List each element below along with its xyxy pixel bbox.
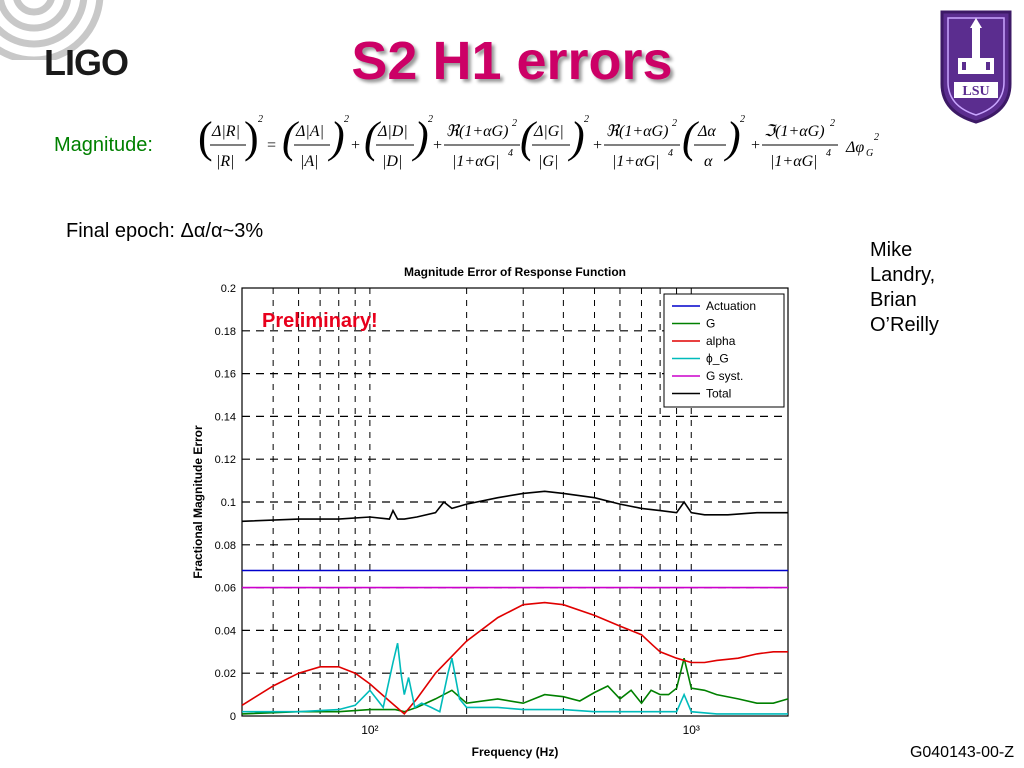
svg-text:2: 2 [258,114,263,125]
svg-text:(: ( [682,113,699,162]
y-tick-label: 0.08 [215,540,236,552]
svg-text:ℑ(1+αG): ℑ(1+αG) [764,123,825,140]
svg-text:2: 2 [874,132,879,143]
svg-text:Δ|D|: Δ|D| [377,123,408,140]
svg-text:Δ|G|: Δ|G| [533,123,564,140]
author-line: O’Reilly [870,314,939,336]
series-line [241,490,788,523]
y-tick-label: 0.04 [215,625,236,637]
x-tick-label: 10³ [683,723,700,737]
svg-text:+: + [592,137,603,154]
author-line: Brian [870,289,917,311]
x-tick-label: 10² [361,723,378,737]
svg-text:α: α [704,153,713,170]
svg-text:G: G [866,148,873,159]
svg-text:2: 2 [740,114,745,125]
final-epoch-note: Final epoch: Δα/α~3% [66,220,264,242]
legend-entry: alpha [706,334,736,348]
svg-text:+: + [350,137,361,154]
document-id: G040143-00-Z [909,744,1014,761]
svg-text:): ) [723,113,741,162]
svg-text:): ) [411,113,429,162]
svg-text:): ) [567,113,585,162]
y-tick-label: 0.2 [221,283,236,295]
legend-entry: Total [706,387,731,401]
svg-text:(: ( [282,113,299,162]
legend-entry: Actuation [706,299,756,313]
legend-entry: G syst. [706,369,743,383]
svg-text:(: ( [364,113,381,162]
svg-text:Δα: Δα [697,123,716,140]
svg-text:2: 2 [672,118,677,129]
svg-text:+: + [432,137,443,154]
x-axis-label: Frequency (Hz) [472,745,559,759]
svg-text:): ) [327,113,345,162]
svg-text:2: 2 [512,118,517,129]
y-tick-label: 0.02 [215,668,236,680]
y-tick-label: 0 [230,711,236,723]
y-tick-label: 0.14 [215,411,236,423]
swirl-decoration [0,0,104,60]
svg-text:|A|: |A| [300,153,319,170]
svg-text:|1+αG|: |1+αG| [612,153,660,170]
author-line: Mike [870,239,913,261]
svg-text:|D|: |D| [382,153,402,170]
svg-text:2: 2 [428,114,433,125]
svg-text:LSU: LSU [962,84,989,99]
svg-text:4: 4 [826,148,831,159]
error-propagation-formula: ( Δ|R| |R| ) 2 = ( Δ|A| |A| ) 2 + ( Δ|D|… [198,113,879,170]
svg-text:2: 2 [584,114,589,125]
chart-title: Magnitude Error of Response Function [404,265,626,279]
slide-title: S2 H1 errors [351,31,673,91]
svg-text:Δ|A|: Δ|A| [295,123,324,140]
svg-text:|R|: |R| [216,153,235,170]
y-tick-label: 0.18 [215,326,236,338]
svg-text:+: + [750,137,761,154]
svg-text:(: ( [520,113,537,162]
svg-text:|G|: |G| [538,153,558,170]
svg-text:2: 2 [344,114,349,125]
author-line: Landry, [870,264,936,286]
y-tick-label: 0.06 [215,583,236,595]
svg-text:4: 4 [668,148,673,159]
svg-text:): ) [244,113,259,162]
y-tick-label: 0.16 [215,369,236,381]
ligo-logo: LIGO [44,42,129,83]
svg-text:|1+αG|: |1+αG| [452,153,500,170]
svg-text:Δφ: Δφ [845,139,864,156]
y-tick-label: 0.1 [221,497,236,509]
svg-text:Δ|R|: Δ|R| [211,123,240,140]
svg-text:2: 2 [830,118,835,129]
svg-text:4: 4 [508,148,513,159]
svg-text:ℜ(1+αG): ℜ(1+αG) [606,123,668,140]
svg-text:=: = [266,137,277,154]
magnitude-label: Magnitude: [54,134,153,156]
magnitude-error-chart: 0 0.02 0.04 0.06 0.08 0.1 0.12 0.14 0.16 0.18 0.2 1… [191,265,789,759]
axes-frame [241,287,789,717]
legend-box [663,293,785,408]
legend-entry: ϕ_G [706,352,729,366]
series-line [242,643,788,715]
svg-text:(: ( [198,113,213,162]
y-axis-label: Fractional Magnitude Error [191,425,205,579]
authors: Mike Landry, Brian O’Reilly [870,238,939,338]
svg-text:ℜ(1+αG): ℜ(1+αG) [446,123,508,140]
legend-entry: G [706,317,715,331]
y-tick-label: 0.12 [215,454,236,466]
svg-text:|1+αG|: |1+αG| [770,153,818,170]
preliminary-label: Preliminary! [262,310,378,332]
lsu-seal-logo: LSU [940,10,1012,124]
series-line [241,601,788,716]
